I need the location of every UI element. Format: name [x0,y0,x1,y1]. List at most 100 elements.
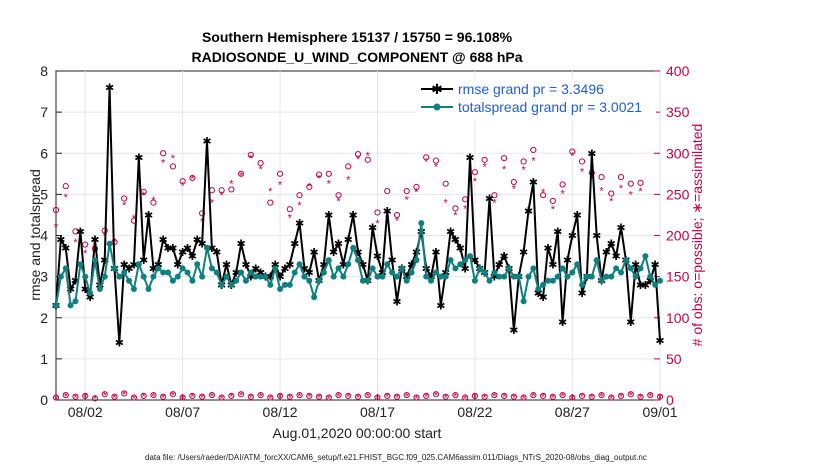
rmse-point: ✱ [222,259,231,271]
obs-assimilated-point: * [346,392,351,404]
obs-assimilated-point: * [346,175,351,187]
obs-possible-point [257,391,264,399]
obs-possible-point [345,392,352,399]
totalspread-point [428,277,435,284]
obs-possible-point [52,206,60,214]
obs-assimilated-point: * [190,174,195,186]
obs-possible-point [72,393,79,400]
totalspread-point [452,265,459,272]
rmse-point: ✱ [577,288,586,300]
totalspread-point [622,257,629,264]
obs-possible-point [286,393,293,400]
obs-assimilated-point: * [54,221,59,233]
obs-assimilated-point: * [414,393,419,405]
rmse-point: ✱ [655,335,664,347]
obs-assimilated-point: * [453,391,458,403]
obs-assimilated-point: * [297,200,302,212]
obs-assimilated-point: * [609,196,614,208]
totalspread-point [53,302,59,309]
totalspread-point [340,273,347,280]
obs-assimilated-point: * [122,200,127,212]
rmse-point: ✱ [636,280,645,292]
obs-assimilated-point: * [327,179,332,191]
rmse-point: ✱ [612,251,621,263]
obs-assimilated-point: * [142,392,147,404]
obs-assimilated-point: * [512,184,517,196]
obs-assimilated-point: * [453,210,458,222]
obs-possible-point [199,393,206,400]
x-tick-label: 08/22 [457,404,492,420]
rmse-point: ✱ [631,259,640,271]
y-axis-label-left: rmse and totalspread [27,169,43,301]
obs-possible-point [481,156,488,163]
totalspread-point [228,281,235,288]
obs-assimilated-point: * [229,392,234,404]
obs-assimilated-point: * [492,391,497,403]
totalspread-point [208,265,215,272]
totalspread-point [588,273,595,280]
obs-assimilated-point: * [54,393,59,405]
rmse-point: ✱ [290,239,299,251]
totalspread-point [491,269,498,276]
obs-assimilated-point: * [444,198,449,210]
obs-assimilated-point: * [424,156,429,168]
rmse-point: ✱ [616,222,625,234]
totalspread-point [213,269,220,276]
obs-assimilated-point: * [288,393,293,405]
totalspread-point [432,269,439,276]
obs-possible-point [189,174,196,182]
obs-assimilated-point: * [463,393,468,405]
legend-spread-label: totalspread grand pr = 3.0021 [458,99,642,115]
obs-possible-point [160,150,167,157]
y-tick-label-left: 4 [40,228,48,244]
obs-assimilated-point: * [405,194,410,206]
obs-possible-point [432,391,440,398]
rmse-point: ✱ [519,247,528,259]
rmse-point: ✱ [451,235,460,247]
totalspread-point [169,277,176,284]
obs-possible-point [374,209,381,216]
rmse-point: ✱ [120,259,129,271]
rmse-point: ✱ [271,259,280,271]
rmse-point: ✱ [392,296,401,308]
obs-possible-point [559,391,566,399]
obs-possible-point [403,187,410,195]
totalspread-point [330,273,337,280]
obs-possible-point [423,154,430,161]
obs-assimilated-point: * [317,173,322,185]
rmse-point: ✱ [100,255,109,267]
series-lines: ✱✱✱✱✱✱✱✱✱✱✱✱✱✱✱✱✱✱✱✱✱✱✱✱✱✱✱✱✱✱✱✱✱✱✱✱✱✱✱ ✱… [51,82,664,349]
obs-assimilated-point: * [483,161,488,173]
obs-possible-point [520,394,527,401]
obs-possible-point [208,391,215,399]
rmse-point: ✱ [90,235,99,247]
chart-title-line1: Southern Hemisphere 15137 / 15750 = 96.1… [202,29,513,45]
rmse-point: ✱ [129,259,138,271]
obs-assimilated-point: * [181,393,186,405]
obs-assimilated-point: * [638,186,643,198]
totalspread-point [583,273,590,280]
totalspread-point [437,273,444,280]
obs-assimilated-point: * [151,195,156,207]
obs-assimilated-point: * [73,393,78,405]
x-tick-label: 09/01 [642,404,677,420]
totalspread-point [603,273,610,280]
obs-assimilated-point: * [219,190,224,202]
rmse-point: ✱ [105,82,114,94]
obs-assimilated-point: * [83,248,88,260]
totalspread-point [486,277,493,284]
obs-possible-point [140,392,147,399]
rmse-point: ✱ [495,259,504,271]
totalspread-point [652,281,659,288]
obs-possible-point [62,183,69,190]
obs-possible-point [189,392,196,399]
obs-possible-point [442,393,449,400]
obs-assimilated-point: * [434,161,439,173]
totalspread-point [242,277,249,284]
obs-possible-point [393,393,401,400]
rmse-point: ✱ [407,259,416,271]
obs-possible-point [598,174,605,181]
obs-possible-point [501,155,508,162]
obs-possible-point [150,199,157,206]
obs-possible-point [647,391,654,399]
